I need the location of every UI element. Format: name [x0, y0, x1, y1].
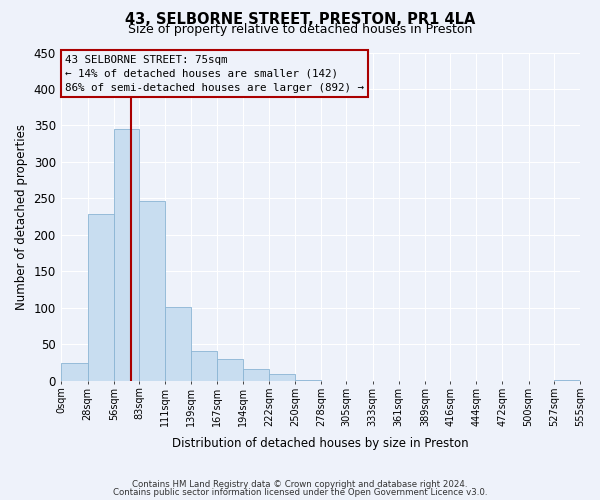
Bar	[113, 129, 139, 381]
Text: Contains HM Land Registry data © Crown copyright and database right 2024.: Contains HM Land Registry data © Crown c…	[132, 480, 468, 489]
Bar	[61, 362, 88, 381]
Bar	[139, 202, 165, 381]
Bar	[165, 307, 191, 381]
Bar	[269, 374, 295, 381]
Text: 43, SELBORNE STREET, PRESTON, PR1 4LA: 43, SELBORNE STREET, PRESTON, PR1 4LA	[125, 12, 475, 28]
Bar	[88, 214, 113, 381]
X-axis label: Distribution of detached houses by size in Preston: Distribution of detached houses by size …	[172, 437, 469, 450]
Y-axis label: Number of detached properties: Number of detached properties	[15, 124, 28, 310]
Bar	[217, 359, 242, 381]
Text: 43 SELBORNE STREET: 75sqm
← 14% of detached houses are smaller (142)
86% of semi: 43 SELBORNE STREET: 75sqm ← 14% of detac…	[65, 54, 364, 92]
Text: Size of property relative to detached houses in Preston: Size of property relative to detached ho…	[128, 24, 472, 36]
Bar	[554, 380, 580, 381]
Bar	[295, 380, 321, 381]
Bar	[191, 351, 217, 381]
Bar	[242, 369, 269, 381]
Text: Contains public sector information licensed under the Open Government Licence v3: Contains public sector information licen…	[113, 488, 487, 497]
